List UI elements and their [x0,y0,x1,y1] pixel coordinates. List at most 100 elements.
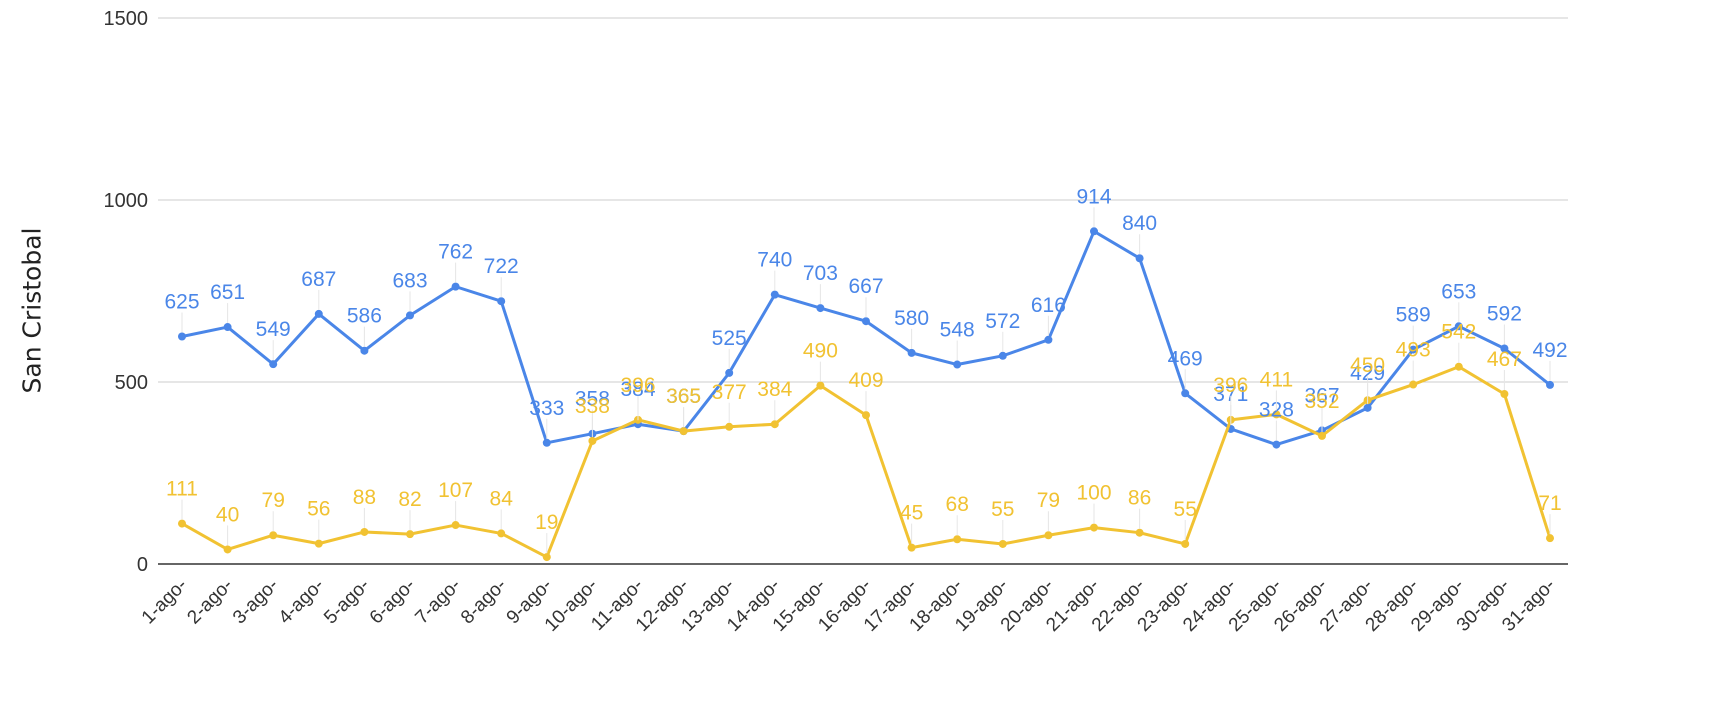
data-label: 469 [1168,347,1203,370]
data-label: 384 [757,378,792,401]
grid [158,17,1568,565]
data-point [314,539,323,548]
data-label: 467 [1487,348,1522,371]
data-label: 703 [803,262,838,285]
data-label: 651 [210,281,245,304]
data-label: 333 [529,397,564,420]
data-point [1044,335,1053,344]
data-label: 586 [347,305,382,328]
data-label: 56 [307,498,330,521]
data-point [1272,410,1281,419]
x-tick-label: 1-ago- [138,575,192,629]
x-tick-label: 5-ago- [320,575,374,629]
data-label: 722 [484,255,519,278]
data-label: 365 [666,385,701,408]
y-tick-label: 1000 [104,190,149,212]
data-label: 40 [216,503,239,526]
data-label: 84 [490,487,514,510]
data-point [998,351,1007,360]
x-tick-label: 3-ago- [229,575,283,629]
data-point [542,553,551,562]
data-label: 840 [1122,212,1157,235]
data-point [1546,534,1554,543]
data-label: 490 [803,340,838,363]
x-tick-label: 4-ago- [275,575,329,629]
data-point [1044,531,1053,540]
data-point [1500,344,1509,353]
data-point [178,519,186,528]
data-point [953,535,962,544]
data-point [725,368,734,377]
data-label: 493 [1396,339,1431,362]
data-label: 616 [1031,294,1066,317]
data-label: 19 [535,511,558,534]
data-label: 88 [353,486,376,509]
data-point [178,332,186,341]
data-label: 396 [1213,374,1248,397]
data-label: 107 [438,479,473,502]
data-point [1363,403,1372,412]
data-point [770,420,779,429]
data-label: 589 [1396,304,1431,327]
data-label: 358 [575,388,610,411]
data-point [1135,528,1144,537]
data-point [816,304,825,313]
data-label: 683 [392,269,427,292]
data-point [1500,390,1509,399]
x-tick-label: 6-ago- [366,575,420,629]
data-label: 914 [1076,185,1111,208]
data-point [1454,362,1463,371]
data-point [497,529,506,538]
data-label: 762 [438,241,473,264]
data-point [679,427,688,436]
data-label: 352 [1304,390,1339,413]
data-label: 572 [985,310,1020,333]
data-label: 548 [940,319,975,342]
data-label: 45 [900,502,923,525]
data-point [953,360,962,369]
x-tick-label: 7-ago- [411,575,465,629]
data-label: 377 [712,381,747,404]
data-point [406,530,414,539]
data-point [1090,523,1098,532]
data-point [314,309,323,318]
data-label: 86 [1128,487,1151,510]
data-label: 396 [620,374,655,397]
data-point [360,346,369,355]
data-label: 667 [848,275,883,298]
data-point [907,348,916,357]
data-label: 367 [1304,384,1339,407]
data-point [770,290,779,299]
data-label: 68 [946,493,969,516]
data-point [1272,440,1281,449]
data-point [1181,389,1190,398]
data-label: 55 [991,498,1014,521]
data-point [862,317,870,326]
data-point [269,531,278,540]
y-tick-label: 0 [137,554,148,576]
data-label: 580 [894,307,929,330]
data-point [360,527,369,536]
data-point [1181,539,1190,548]
x-tick-label: 2-ago- [183,575,237,629]
data-label: 384 [620,378,655,401]
data-point [269,360,278,369]
data-label: 740 [757,249,792,272]
data-point [406,311,414,320]
y-tick-label: 1500 [104,8,149,30]
data-label: 525 [712,327,747,350]
data-point [816,381,825,390]
data-label: 338 [575,395,610,418]
data-point [542,438,551,447]
data-point [1454,322,1463,331]
data-point [725,422,734,431]
data-label: 411 [1260,368,1293,391]
data-labels: 625 651 549 687 586 683 762 722 333 358 384 365 525 7… [164,185,1568,554]
data-point [1135,254,1144,263]
data-label: 429 [1350,362,1385,385]
data-point [451,282,460,291]
data-label: 592 [1487,303,1522,326]
data-point [223,323,232,332]
